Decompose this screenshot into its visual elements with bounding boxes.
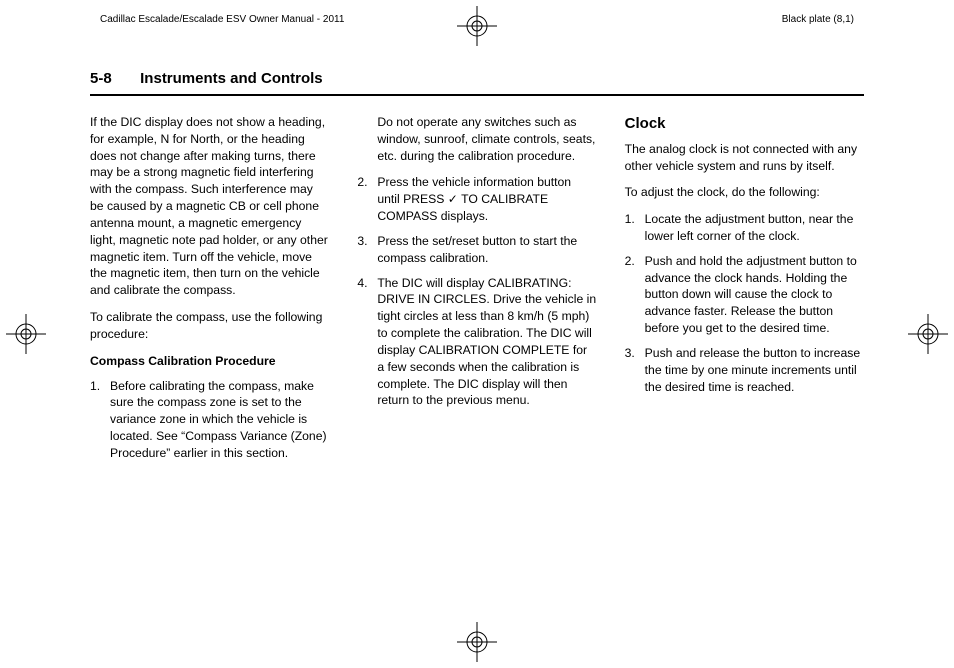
procedure-list: 1. Before calibrating the compass, make …	[90, 378, 329, 462]
list-text: Before calibrating the compass, make sur…	[110, 378, 329, 462]
column-2: Do not operate any switches such as wind…	[357, 114, 596, 470]
page-number: 5-8	[90, 70, 112, 87]
page-header: 5-8 Instruments and Controls	[90, 70, 864, 96]
body-text: The analog clock is not connected with a…	[625, 141, 864, 175]
list-item: 1. Before calibrating the compass, make …	[90, 378, 329, 462]
section-heading: Clock	[625, 114, 864, 135]
list-item: 2. Push and hold the adjustment button t…	[625, 253, 864, 337]
content-columns: If the DIC display does not show a headi…	[90, 114, 864, 470]
registration-mark-left-icon	[6, 314, 46, 354]
procedure-list: 1. Locate the adjustment button, near th…	[625, 211, 864, 395]
registration-mark-top-icon	[457, 6, 497, 46]
registration-mark-right-icon	[908, 314, 948, 354]
column-1: If the DIC display does not show a headi…	[90, 114, 329, 470]
subheading: Compass Calibration Procedure	[90, 353, 329, 370]
body-text: To adjust the clock, do the following:	[625, 184, 864, 201]
list-item: 1. Locate the adjustment button, near th…	[625, 211, 864, 245]
list-item: 3. Press the set/reset button to start t…	[357, 233, 596, 267]
column-3: Clock The analog clock is not connected …	[625, 114, 864, 470]
list-number: 3.	[625, 345, 645, 395]
list-number: 2.	[625, 253, 645, 337]
list-number: 1.	[625, 211, 645, 245]
list-text: Push and release the button to increase …	[645, 345, 864, 395]
list-text: The DIC will display CALIBRATING: DRIVE …	[377, 275, 596, 410]
list-item: 2. Press the vehicle information button …	[357, 174, 596, 224]
list-text: Press the set/reset button to start the …	[377, 233, 596, 267]
list-text: Locate the adjustment button, near the l…	[645, 211, 864, 245]
checkmark-icon: ✓	[448, 192, 458, 206]
list-item: 4. The DIC will display CALIBRATING: DRI…	[357, 275, 596, 410]
list-text: Press the vehicle information button unt…	[377, 174, 596, 224]
list-number: 3.	[357, 233, 377, 267]
manual-title: Cadillac Escalade/Escalade ESV Owner Man…	[100, 14, 344, 25]
body-text: If the DIC display does not show a headi…	[90, 114, 329, 299]
print-header: Cadillac Escalade/Escalade ESV Owner Man…	[0, 14, 954, 25]
list-item: 3. Push and release the button to increa…	[625, 345, 864, 395]
section-title: Instruments and Controls	[140, 70, 323, 87]
plate-label: Black plate (8,1)	[782, 14, 854, 25]
body-text: To calibrate the compass, use the follow…	[90, 309, 329, 343]
body-text: Do not operate any switches such as wind…	[357, 114, 596, 164]
list-number: 4.	[357, 275, 377, 410]
page-content: 5-8 Instruments and Controls If the DIC …	[90, 70, 864, 618]
list-number: 1.	[90, 378, 110, 462]
procedure-list: 2. Press the vehicle information button …	[357, 174, 596, 409]
registration-mark-bottom-icon	[457, 622, 497, 662]
list-number: 2.	[357, 174, 377, 224]
list-text: Push and hold the adjustment button to a…	[645, 253, 864, 337]
